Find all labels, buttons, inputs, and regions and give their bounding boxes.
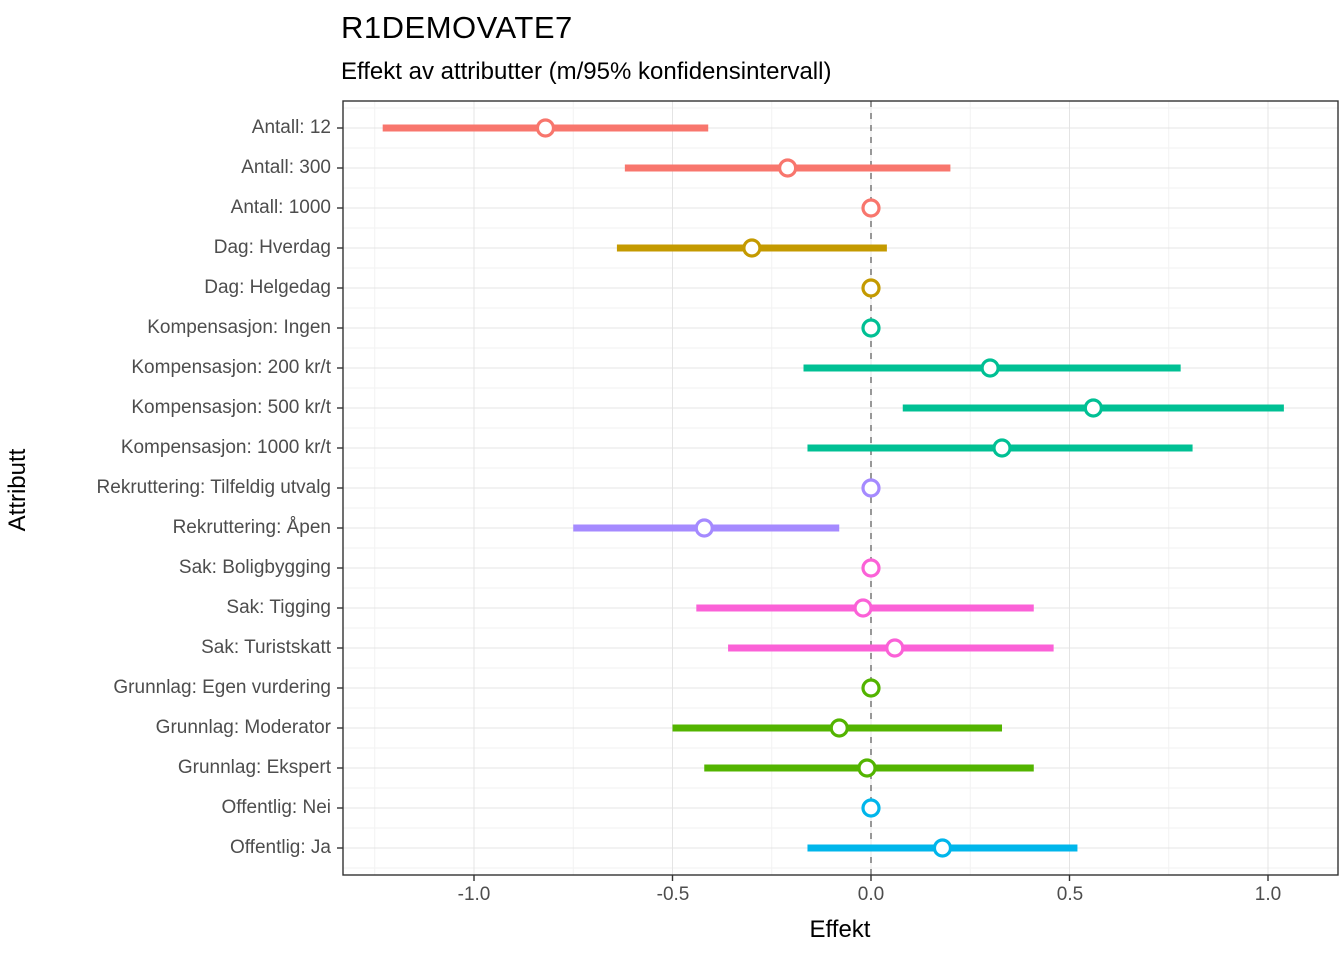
y-axis-label: Kompensasjon: 1000 kr/t <box>120 437 331 458</box>
y-axis-label: Offentlig: Nei <box>221 797 331 818</box>
point-marker <box>861 318 881 338</box>
point-marker <box>694 518 714 538</box>
y-axis-label: Antall: 1000 <box>230 197 331 218</box>
point-marker <box>1083 398 1103 418</box>
x-tick-label: 0.0 <box>857 884 885 905</box>
y-axis-label: Antall: 300 <box>241 157 331 178</box>
y-axis-label: Antall: 12 <box>251 117 331 138</box>
x-tick-label: 0.5 <box>1056 884 1084 905</box>
point-marker <box>857 758 877 778</box>
x-tick-label: -0.5 <box>656 884 690 905</box>
y-axis-label: Offentlig: Ja <box>229 837 331 858</box>
y-axis-label: Grunnlag: Moderator <box>155 717 331 738</box>
y-axis-label: Grunnlag: Ekspert <box>177 757 331 778</box>
point-marker <box>980 358 1000 378</box>
point-marker <box>861 558 881 578</box>
point-marker <box>861 678 881 698</box>
y-axis-label: Dag: Helgedag <box>204 277 331 298</box>
y-axis-label: Kompensasjon: Ingen <box>147 317 331 338</box>
y-axis-label: Sak: Tigging <box>226 597 331 618</box>
point-marker <box>992 438 1012 458</box>
point-marker <box>932 838 953 858</box>
y-axis-label: Kompensasjon: 200 kr/t <box>131 357 331 378</box>
point-marker <box>861 278 881 298</box>
y-axis-label: Grunnlag: Egen vurdering <box>113 677 331 698</box>
chart-subtitle: Effekt av attributter (m/95% konfidensin… <box>341 58 832 85</box>
y-axis-title: Attributt <box>4 448 31 532</box>
point-marker <box>829 718 849 738</box>
point-marker <box>778 158 798 178</box>
point-marker <box>861 798 881 818</box>
point-marker <box>853 598 873 618</box>
point-marker <box>861 478 881 498</box>
y-axis-label: Kompensasjon: 500 kr/t <box>131 397 331 418</box>
x-tick-label: -1.0 <box>457 884 491 905</box>
point-marker <box>535 118 556 138</box>
y-axis-label: Rekruttering: Åpen <box>172 517 331 538</box>
y-axis-label: Dag: Hverdag <box>213 237 331 258</box>
y-axis-label: Sak: Boligbygging <box>178 557 331 578</box>
point-marker <box>885 638 905 658</box>
x-tick-label: 1.0 <box>1254 884 1282 905</box>
chart-title: R1DEMOVATE7 <box>341 10 573 45</box>
x-axis-title: Effekt <box>809 916 871 943</box>
point-marker <box>742 238 762 258</box>
y-axis-label: Sak: Turistskatt <box>201 637 331 658</box>
point-marker <box>861 198 881 218</box>
y-axis-label: Rekruttering: Tilfeldig utvalg <box>96 477 331 498</box>
